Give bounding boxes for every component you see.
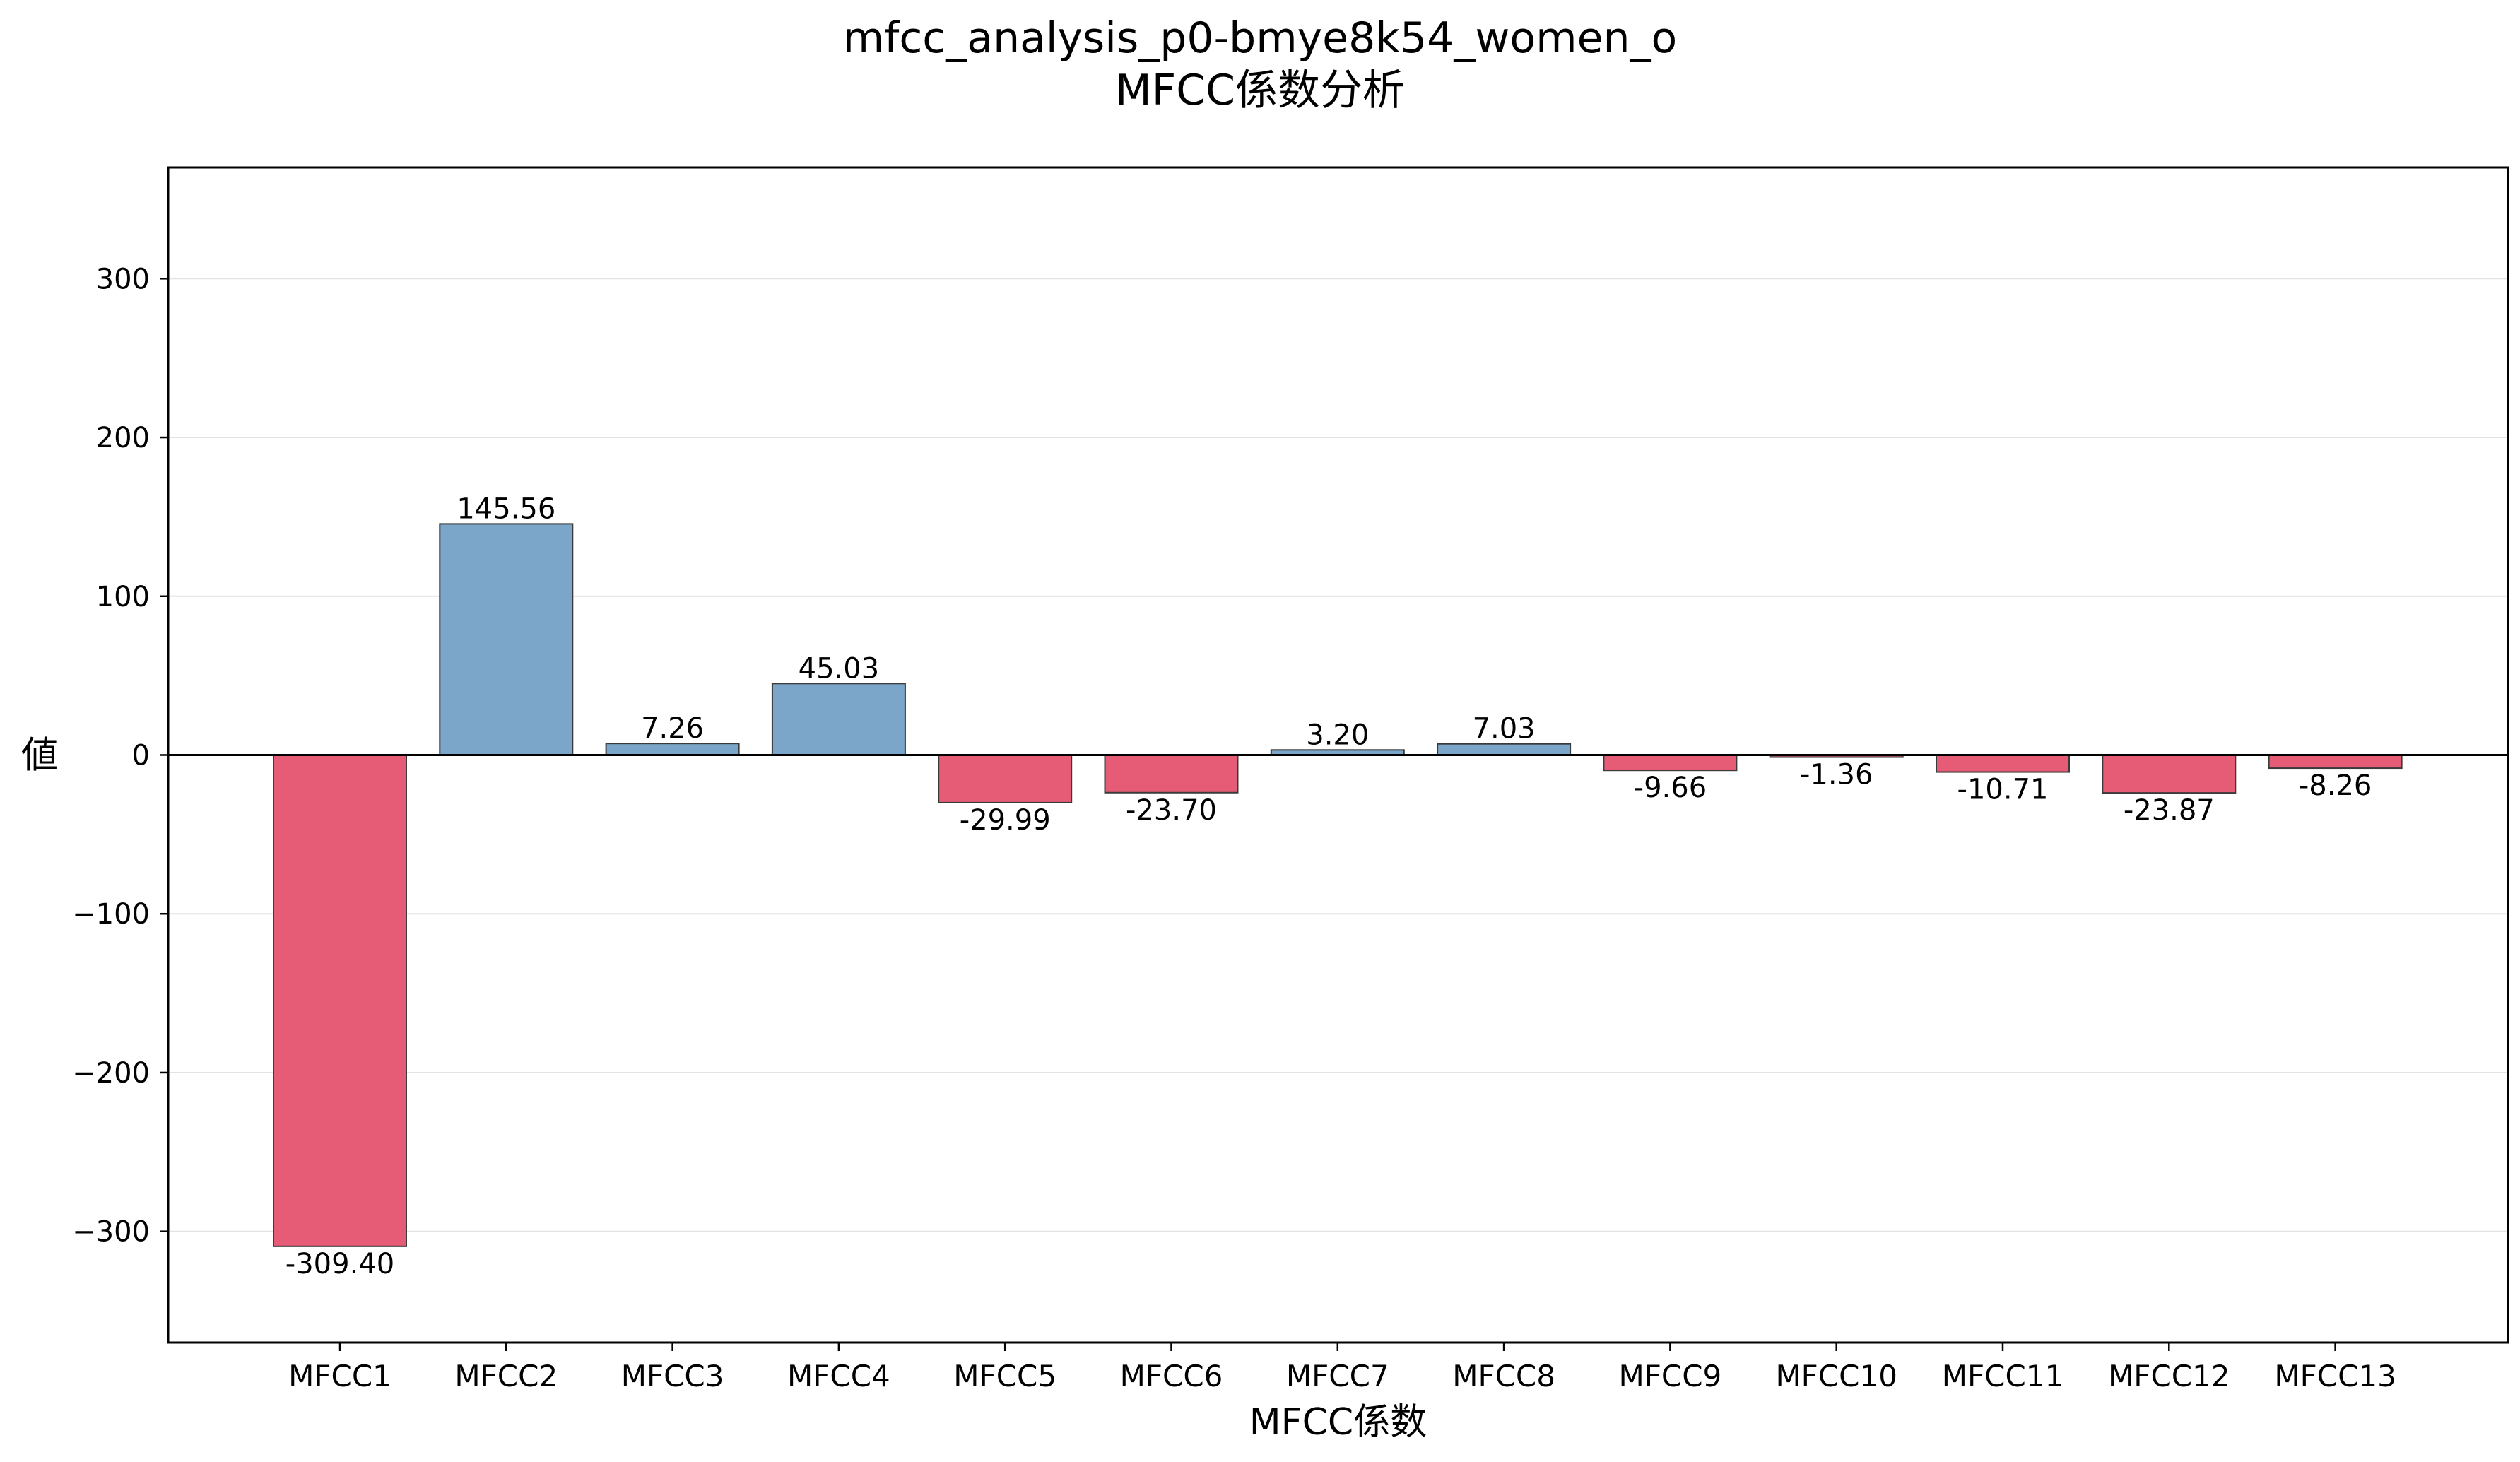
bar-mfcc8: [1437, 743, 1572, 756]
x-axis-title: MFCC係数: [1249, 1401, 1427, 1444]
value-label: 7.26: [641, 712, 704, 745]
value-label: -9.66: [1634, 772, 1707, 804]
bar-mfcc4: [771, 683, 906, 756]
y-tick-label: 200: [96, 422, 150, 454]
x-tick-label: MFCC1: [288, 1359, 391, 1393]
y-tick-label: 300: [96, 263, 150, 295]
chart-subtitle: MFCC係数分析: [1114, 66, 1406, 115]
x-axis: MFCC1 MFCC2 MFCC3 MFCC4 MFCC5 MFCC6 MFCC7 MFCC8…: [288, 1343, 2396, 1393]
y-axis-title: 値: [21, 735, 58, 777]
x-tick-label: MFCC2: [454, 1359, 558, 1393]
grid-lines: [168, 278, 2508, 1232]
bar-mfcc12: [2102, 754, 2237, 794]
x-tick-label: MFCC12: [2108, 1359, 2230, 1393]
y-tick-label: 100: [96, 581, 150, 613]
x-tick-label: MFCC8: [1452, 1359, 1555, 1393]
y-axis: 300 200 100 0 −100 −200 −300: [72, 263, 168, 1249]
value-label: 3.20: [1306, 719, 1369, 751]
bar-mfcc3: [605, 743, 740, 756]
value-labels: -309.40 145.56 7.26 45.03 -29.99 -23.70 3.20 7.…: [285, 493, 2372, 1280]
bars: [273, 523, 2403, 1247]
plot-frame: [167, 166, 2509, 1344]
value-label: 7.03: [1473, 713, 1536, 745]
x-tick-label: MFCC5: [953, 1359, 1056, 1393]
value-label: -10.71: [1957, 774, 2049, 806]
x-tick-label: MFCC11: [1942, 1359, 2064, 1393]
x-tick-label: MFCC7: [1286, 1359, 1389, 1393]
bar-mfcc11: [1936, 754, 2070, 773]
bar-mfcc5: [938, 754, 1073, 803]
value-label: 145.56: [457, 493, 555, 525]
y-tick-label: −300: [72, 1216, 150, 1249]
value-label: -8.26: [2299, 770, 2372, 802]
bar-mfcc13: [2268, 754, 2403, 770]
value-label: -1.36: [1800, 759, 1873, 791]
x-tick-label: MFCC9: [1619, 1359, 1722, 1393]
y-tick-label: 0: [132, 740, 150, 772]
bar-mfcc1: [273, 754, 407, 1247]
bar-mfcc6: [1104, 754, 1239, 794]
bar-mfcc9: [1603, 754, 1738, 772]
value-label: -29.99: [960, 804, 1051, 837]
y-tick-label: −200: [72, 1057, 150, 1090]
x-tick-label: MFCC10: [1775, 1359, 1897, 1393]
x-tick-label: MFCC6: [1120, 1359, 1223, 1393]
value-label: -23.70: [1126, 794, 1217, 827]
bar-mfcc2: [439, 523, 574, 756]
x-tick-label: MFCC3: [621, 1359, 724, 1393]
chart-title: mfcc_analysis_p0-bmye8k54_women_o: [842, 13, 1678, 63]
value-label: -23.87: [2124, 794, 2215, 827]
value-label: 45.03: [799, 652, 880, 685]
x-tick-label: MFCC4: [787, 1359, 890, 1393]
x-tick-label: MFCC13: [2274, 1359, 2396, 1393]
y-tick-label: −100: [72, 898, 150, 931]
value-label: -309.40: [285, 1248, 394, 1280]
